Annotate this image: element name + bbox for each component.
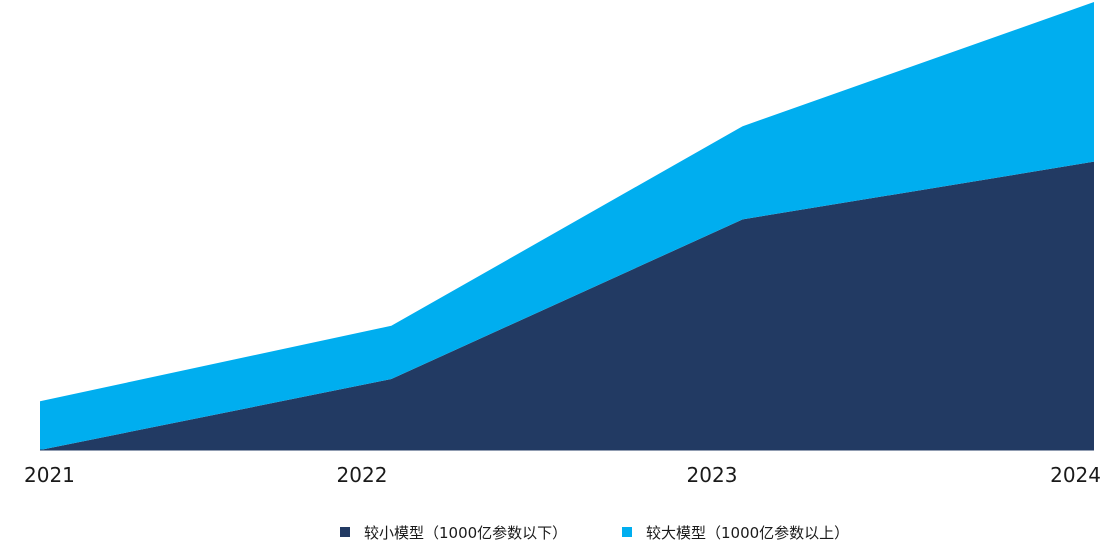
legend: 较小模型（1000亿参数以下） 较大模型（1000亿参数以上） — [340, 524, 849, 542]
legend-swatch-0 — [340, 527, 350, 537]
x-tick-label-2024: 2024 — [1050, 463, 1101, 487]
area-series-0 — [40, 161, 1094, 450]
x-tick-label-2021: 2021 — [24, 463, 75, 487]
areas-layer — [40, 2, 1094, 450]
area-series-1 — [40, 2, 1094, 450]
x-tick-label-2023: 2023 — [687, 463, 738, 487]
legend-swatch-1 — [622, 527, 632, 537]
legend-label-0: 较小模型（1000亿参数以下） — [364, 524, 567, 542]
x-tick-label-2022: 2022 — [337, 463, 388, 487]
x-axis: 2021 2022 2023 2024 — [24, 449, 1101, 487]
legend-label-1: 较大模型（1000亿参数以上） — [646, 524, 849, 542]
